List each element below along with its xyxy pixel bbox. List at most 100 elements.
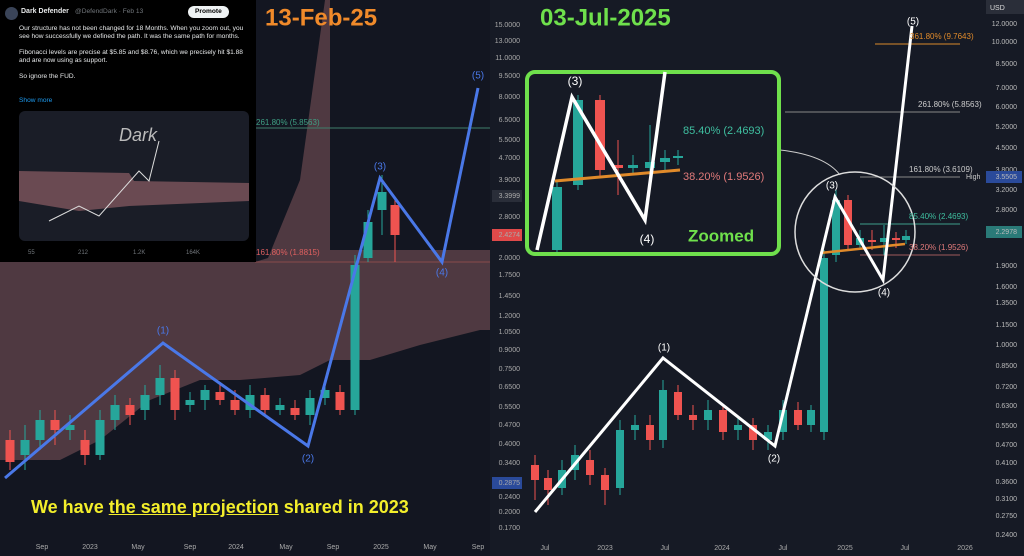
fib-label: 85.40% (2.4693) [683,125,764,137]
candle-body [531,465,539,480]
candle-body [734,425,742,430]
currency-box [986,0,1024,14]
axis-label: 3.9000 [499,177,521,184]
axis-label: 0.2400 [499,494,521,501]
candle-body [794,410,802,425]
caption: We have the same projection shared in 2023 [31,497,414,518]
mini-cloud [19,171,249,211]
candle-body [552,187,562,250]
candle-body [844,200,852,245]
axis-label: 0.4700 [996,442,1018,449]
axis-label: 3.3999 [499,193,521,200]
candle-body [616,430,624,488]
stat: 55 [28,250,35,256]
candle-body [80,440,90,455]
wave-label: (5) [472,71,484,82]
x-label: Sep [472,544,485,551]
candle-body [631,425,639,430]
wave-label: (3) [826,181,838,192]
x-label: 2024 [228,544,244,551]
author-name: Dark Defender [21,8,69,15]
x-label: Jul [779,545,788,552]
axis-label: 0.4700 [499,422,521,429]
axis-label: 5.2000 [996,124,1018,131]
currency: USD [990,5,1005,12]
chart-title: 13-Feb-25 [265,4,377,31]
candle-body [245,395,255,410]
x-label: Jul [901,545,910,552]
candle-body [350,265,360,410]
caption-part: We have [31,497,104,517]
axis-label: 4.5000 [996,145,1018,152]
paragraph: Our structure has not been changed for 1… [19,25,244,40]
axis-label: 0.4000 [499,441,521,448]
zoom-label: Zoomed [688,226,754,245]
axis-label: 2.4274 [499,232,521,239]
axis-label: 0.7200 [996,384,1018,391]
axis-label: 0.9000 [499,347,521,354]
candle-body [260,395,270,410]
axis-label: 0.5500 [499,404,521,411]
zoom-circle [794,171,916,293]
candle-body [335,392,345,410]
candle-body [215,392,225,400]
chart-title: 03-Jul-2025 [540,4,671,31]
x-label: 2025 [837,545,853,552]
axis-label: 3.2000 [996,187,1018,194]
candle-body [586,460,594,475]
price-tag [986,171,1022,183]
mini-chart: Dark [19,125,249,222]
candle-body [140,395,150,410]
wave-label: (3) [374,162,386,173]
x-label: 2023 [597,545,613,552]
candle-body [65,425,75,430]
axis-label: 0.2000 [499,509,521,516]
axis-label: 10.0000 [992,39,1017,46]
axis-label: 0.6500 [499,384,521,391]
candle-body [820,258,828,432]
candle-body [275,405,285,410]
author-handle: @DefendDark · Feb 13 [75,8,144,15]
wave-label: (5) [907,17,919,28]
stat: 1.2K [133,250,146,256]
candle-body [646,425,654,440]
wave-line [533,25,914,513]
candle-body [674,392,682,415]
axis-label: 0.6300 [996,403,1018,410]
tweet-body: Our structure has not been changed for 1… [19,25,249,89]
show-more[interactable]: Show more [19,97,53,104]
x-label: 2026 [957,545,973,552]
promote-button[interactable]: Promote [188,6,229,18]
wave-label: (1) [157,326,169,337]
candle-body [673,156,683,158]
connector [779,149,841,176]
axis-label: 11.0000 [495,55,520,62]
axis-label: 0.2875 [499,480,521,487]
axis-label: 1.1500 [996,322,1018,329]
candle-body [390,205,400,235]
candle-body [185,400,195,405]
x-label: May [279,544,293,551]
candle-body [363,222,373,258]
candle-body [200,390,210,400]
axis-label: 0.4100 [996,460,1018,467]
wave-label: (3) [568,74,583,88]
candle-body [880,238,888,242]
axis-label: 3.5505 [996,174,1018,181]
candle-body [719,410,727,432]
wave-label: (1) [658,343,670,354]
axis-label: 6.0000 [996,104,1018,111]
fib-label: 38.20% (1.9526) [683,171,764,183]
fib-label: 261.80% (5.8563) [256,118,320,127]
avatar [5,7,18,20]
axis-label: 2.8000 [996,207,1018,214]
fib-label: 161.80% (3.6109) [909,165,973,174]
paragraph: Fibonacci levels are precise at $5.85 an… [19,49,243,64]
candle-body [125,405,135,415]
axis-label: 5.5000 [499,137,521,144]
candle-body [807,410,815,425]
axis-label: 9.5000 [499,73,521,80]
candle-body [110,405,120,420]
axis-label: 0.2750 [996,513,1018,520]
cloud [0,0,490,460]
